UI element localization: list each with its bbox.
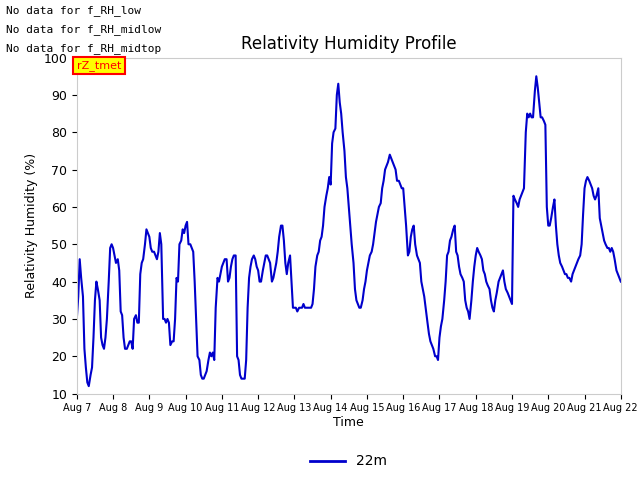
Title: Relativity Humidity Profile: Relativity Humidity Profile [241,35,456,53]
Text: No data for f_RH_midtop: No data for f_RH_midtop [6,43,162,54]
Legend: 22m: 22m [305,449,393,474]
Text: No data for f_RH_midlow: No data for f_RH_midlow [6,24,162,35]
X-axis label: Time: Time [333,416,364,429]
Y-axis label: Relativity Humidity (%): Relativity Humidity (%) [25,153,38,298]
Text: rZ_tmet: rZ_tmet [77,60,121,71]
Text: No data for f_RH_low: No data for f_RH_low [6,5,141,16]
